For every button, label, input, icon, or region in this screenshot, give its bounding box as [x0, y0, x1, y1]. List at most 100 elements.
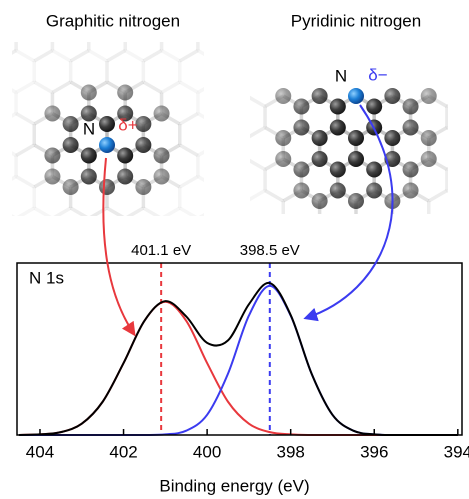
bond	[16, 114, 34, 125]
bond	[180, 114, 198, 125]
bond	[192, 96, 210, 107]
bond	[447, 222, 465, 233]
bond	[125, 208, 143, 219]
bond	[125, 303, 143, 314]
bond	[107, 208, 125, 219]
bond	[216, 177, 234, 188]
bond	[180, 82, 198, 93]
bond	[247, 222, 265, 233]
bond	[198, 145, 216, 156]
bond	[465, 159, 469, 170]
nitrogen-atom	[348, 88, 364, 104]
bond	[0, 303, 16, 314]
bond	[234, 177, 252, 188]
bond	[34, 303, 52, 314]
carbon-atom	[135, 179, 151, 195]
bond	[0, 208, 16, 219]
carbon-atom	[366, 99, 382, 115]
bond	[447, 128, 465, 139]
carbon-atom	[135, 116, 151, 132]
bond	[198, 114, 216, 125]
carbon-atom	[312, 130, 328, 146]
bond	[447, 191, 465, 202]
bond	[301, 222, 319, 233]
bond	[16, 208, 34, 219]
carbon-atom	[63, 116, 79, 132]
bond	[283, 222, 301, 233]
x-axis-label: Binding energy (eV)	[159, 476, 309, 495]
charge-label: δ−	[368, 65, 387, 84]
bond	[198, 303, 216, 314]
bond	[71, 51, 89, 62]
bond	[289, 145, 307, 156]
bond	[174, 96, 192, 107]
panel-label: N 1s	[29, 268, 64, 287]
atom-label: N	[83, 119, 95, 138]
bond	[211, 128, 229, 139]
bond	[247, 191, 265, 202]
bond	[0, 177, 16, 188]
illustration-title: Pyridinic nitrogen	[291, 11, 421, 30]
bond	[234, 271, 252, 282]
carbon-atom	[403, 120, 419, 136]
bond	[216, 51, 234, 62]
bond	[216, 145, 234, 156]
bond	[271, 114, 289, 125]
bond	[71, 208, 89, 219]
carbon-atom	[81, 169, 97, 185]
bond	[229, 222, 247, 233]
bond	[271, 271, 289, 282]
bond	[447, 96, 465, 107]
bond	[16, 51, 34, 62]
bond	[180, 19, 198, 30]
bond	[307, 51, 325, 62]
bond	[307, 240, 325, 251]
bond	[125, 271, 143, 282]
carbon-atom	[99, 179, 115, 195]
bond	[198, 208, 216, 219]
bond	[0, 240, 16, 251]
bond	[162, 51, 180, 62]
bond	[89, 51, 107, 62]
bond	[174, 191, 192, 202]
bond	[229, 96, 247, 107]
bond	[0, 19, 16, 30]
carbon-atom	[275, 88, 291, 104]
bond	[71, 271, 89, 282]
carbon-atom	[312, 214, 328, 230]
bond	[52, 208, 70, 219]
bond	[216, 240, 234, 251]
bond	[271, 177, 289, 188]
bond	[465, 222, 469, 233]
bond	[271, 51, 289, 62]
carbon-atom	[44, 169, 60, 185]
bond	[34, 240, 52, 251]
bond	[156, 128, 174, 139]
bond	[198, 177, 216, 188]
bond	[174, 159, 192, 170]
peak-label: 401.1 eV	[131, 242, 191, 259]
spectrum-line	[19, 283, 458, 435]
bond	[52, 51, 70, 62]
atom-label: N	[335, 66, 347, 85]
bond	[271, 208, 289, 219]
bond	[216, 19, 234, 30]
bond	[0, 271, 16, 282]
bond	[265, 191, 283, 202]
bond	[216, 303, 234, 314]
bond	[198, 240, 216, 251]
bond	[162, 271, 180, 282]
bond	[71, 303, 89, 314]
carbon-atom	[154, 169, 170, 185]
bond	[234, 145, 252, 156]
bond	[289, 303, 307, 314]
bond	[162, 82, 180, 93]
bond	[211, 159, 229, 170]
bond	[16, 19, 34, 30]
x-tick-label: 402	[109, 442, 137, 461]
carbon-atom	[348, 130, 364, 146]
carbon-atom	[293, 162, 309, 178]
carbon-atom	[154, 148, 170, 164]
bond	[289, 208, 307, 219]
x-tick-label: 398	[276, 442, 304, 461]
